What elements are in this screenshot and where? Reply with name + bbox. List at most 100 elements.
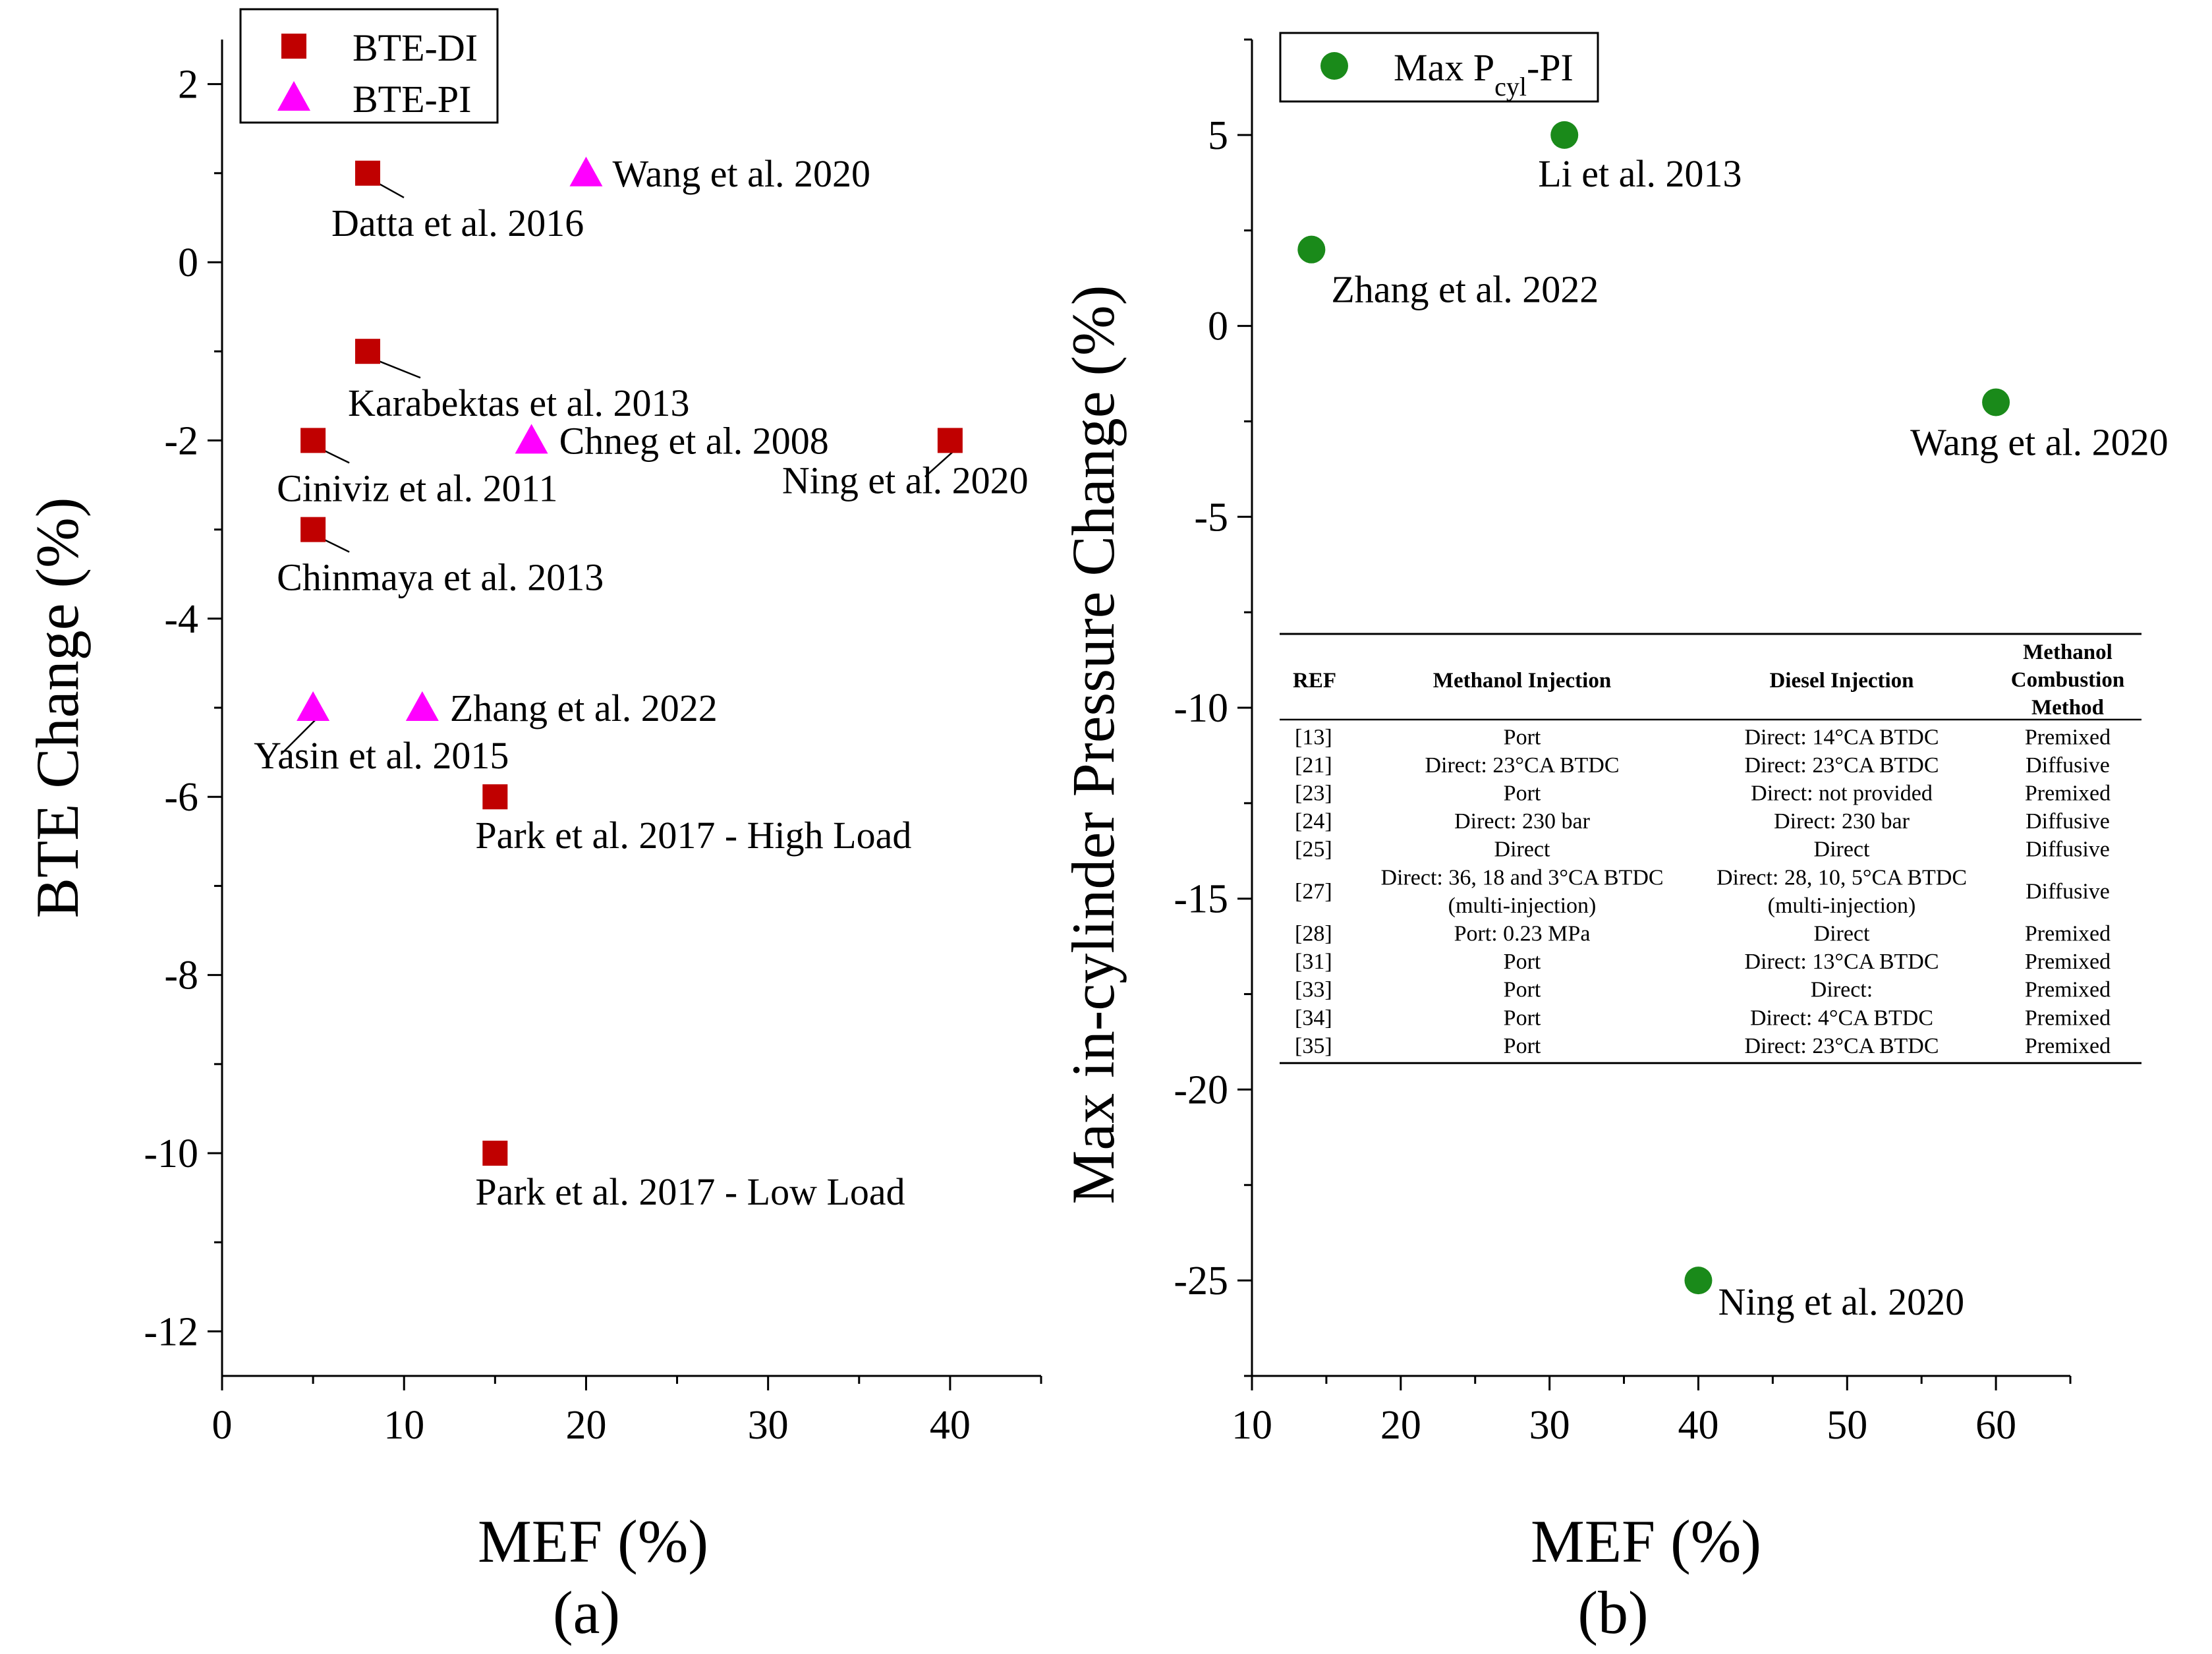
table-cell: Premixed (2025, 922, 2111, 946)
point-label: Chinmaya et al. 2013 (277, 556, 604, 599)
x-tick-label: 10 (1232, 1403, 1272, 1448)
y-tick-label: -20 (1174, 1068, 1228, 1112)
y-tick-label: -8 (164, 954, 198, 998)
table-cell: (multi-injection) (1768, 894, 1916, 918)
table-header: Methanol (2023, 641, 2113, 664)
y-tick-label: -2 (164, 418, 198, 463)
legend-marker (281, 34, 306, 59)
y-axis-title: Max in-cylinder Pressure Change (%) (1060, 285, 1127, 1205)
table-cell: Port (1504, 978, 1541, 1002)
table-cell: Direct: 23°CA BTDC (1425, 753, 1619, 778)
table-cell: Direct (1814, 838, 1871, 862)
x-tick-label: 0 (212, 1403, 233, 1448)
table-cell: Direct (1814, 922, 1871, 946)
data-point (1982, 388, 2010, 416)
table-background (1275, 626, 2146, 1061)
y-tick-label: -12 (144, 1309, 198, 1354)
table-cell: [34] (1295, 1006, 1332, 1030)
legend-marker (1320, 52, 1348, 80)
point-label: Ning et al. 2020 (1718, 1280, 1964, 1323)
data-point (300, 517, 326, 542)
table-cell: [33] (1295, 978, 1332, 1002)
point-label: Ciniviz et al. 2011 (277, 467, 557, 509)
table-header: REF (1293, 669, 1336, 693)
y-tick-label: 2 (178, 63, 198, 107)
table-header: Diesel Injection (1769, 669, 1914, 693)
data-point (937, 428, 963, 453)
table-cell: (multi-injection) (1448, 894, 1597, 918)
x-tick-label: 30 (748, 1403, 789, 1448)
x-tick-label: 30 (1529, 1403, 1570, 1448)
table-cell: Direct: 230 bar (1774, 809, 1910, 834)
legend-label: BTE-PI (353, 78, 471, 121)
table-cell: Direct: 230 bar (1454, 809, 1590, 834)
table-header: Combustion (2011, 668, 2124, 692)
table-cell: Premixed (2025, 1034, 2111, 1058)
table-cell: Diffusive (2026, 838, 2110, 862)
x-tick-label: 20 (565, 1403, 606, 1448)
table-cell: [31] (1295, 950, 1332, 974)
legend-label: BTE-DI (353, 26, 478, 69)
annotation-leader (281, 715, 320, 755)
table-cell: Diffusive (2026, 880, 2110, 904)
table-cell: [27] (1295, 880, 1332, 904)
table-cell: Premixed (2025, 950, 2111, 974)
data-point (300, 428, 326, 453)
table-cell: Port (1504, 725, 1541, 749)
table-cell: [35] (1295, 1034, 1332, 1058)
table-cell: [23] (1295, 782, 1332, 806)
data-point (1684, 1267, 1713, 1295)
data-point (482, 1141, 508, 1166)
table-cell: Port (1504, 1034, 1541, 1058)
point-label: Zhang et al. 2022 (1331, 268, 1599, 311)
table-cell: Diffusive (2026, 753, 2110, 778)
x-tick-label: 60 (1975, 1403, 2016, 1448)
table-cell: Port (1504, 782, 1541, 806)
table-cell: Direct: not provided (1751, 782, 1933, 806)
point-label: Park et al. 2017 - High Load (475, 814, 911, 857)
point-label: Datta et al. 2016 (331, 202, 584, 244)
data-point (1297, 235, 1326, 264)
data-point (297, 691, 330, 721)
point-label: Wang et al. 2020 (612, 152, 870, 195)
point-label: Zhang et al. 2022 (450, 687, 718, 729)
y-tick-label: 0 (1208, 304, 1228, 349)
reference-table: REF Methanol Injection Diesel Injection Met… (1275, 626, 2146, 1064)
point-label: Li et al. 2013 (1538, 152, 1742, 195)
table-cell: Diffusive (2026, 809, 2110, 834)
x-tick-label: 50 (1827, 1403, 1867, 1448)
table-cell: Port: 0.23 MPa (1454, 922, 1591, 946)
x-tick-label: 10 (383, 1403, 424, 1448)
point-label: Yasin et al. 2015 (254, 734, 509, 777)
table-cell: Port (1504, 950, 1541, 974)
legend-label-suffix: -PI (1527, 46, 1574, 89)
point-label: Wang et al. 2020 (1910, 420, 2169, 463)
table-header: Method (2031, 696, 2104, 720)
table-cell: Direct: 23°CA BTDC (1744, 1034, 1939, 1058)
y-axis-title: BTE Change (%) (24, 498, 91, 919)
panel-a-label: (a) (553, 1579, 620, 1646)
legend-marker (277, 81, 310, 111)
table-cell: Direct: 14°CA BTDC (1744, 725, 1939, 749)
y-tick-label: 5 (1208, 113, 1228, 158)
point-label: Chneg et al. 2008 (559, 419, 829, 462)
point-label: Karabektas et al. 2013 (348, 382, 690, 424)
legend-label-subscript: cyl (1494, 72, 1527, 101)
point-label: Ning et al. 2020 (782, 459, 1029, 501)
y-tick-label: -10 (1174, 686, 1228, 731)
table-cell: Direct: 23°CA BTDC (1744, 753, 1939, 778)
data-point (569, 156, 603, 186)
annotation-leader (374, 358, 421, 379)
data-point (405, 691, 439, 721)
x-axis-title: MEF (%) (1531, 1508, 1761, 1575)
y-tick-label: -10 (144, 1131, 198, 1176)
annotation-leader (924, 447, 957, 478)
table-header: Methanol Injection (1433, 669, 1611, 693)
y-tick-label: 0 (178, 241, 198, 285)
table-cell: Direct: (1811, 978, 1873, 1002)
data-point (1550, 121, 1579, 149)
table-cell: Premixed (2025, 978, 2111, 1002)
y-tick-label: -4 (164, 597, 198, 642)
